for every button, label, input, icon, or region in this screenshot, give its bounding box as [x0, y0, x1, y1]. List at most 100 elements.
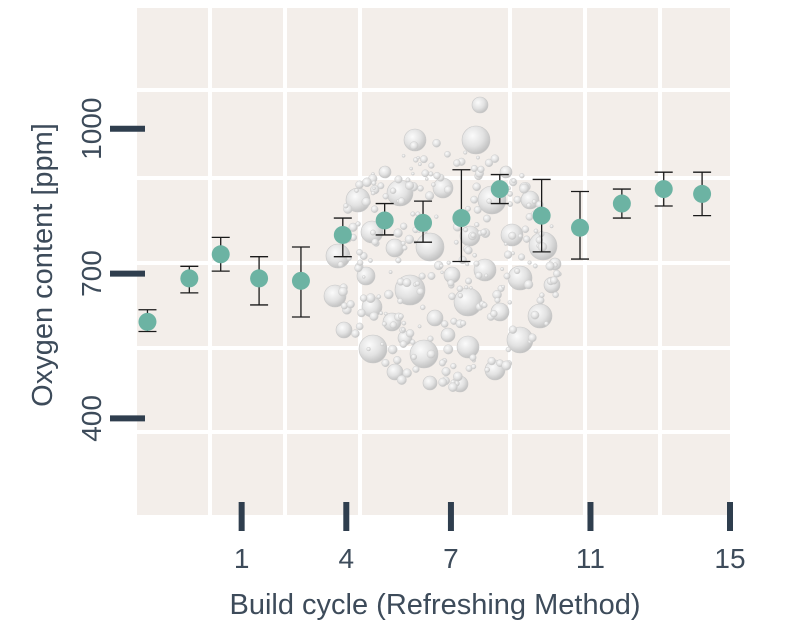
data-point	[375, 211, 394, 230]
data-point	[612, 194, 631, 213]
bubble	[382, 193, 389, 200]
bubble	[405, 329, 415, 338]
bubble	[484, 273, 489, 278]
data-point	[654, 180, 673, 199]
bubble	[425, 191, 435, 201]
x-tick-label: 15	[714, 543, 745, 574]
bubble	[410, 211, 416, 217]
bubble	[443, 185, 453, 194]
bubble	[441, 367, 451, 377]
bubble	[368, 258, 373, 263]
bubble	[346, 254, 352, 261]
bubble	[533, 228, 539, 234]
bubble	[393, 228, 403, 238]
bubble	[428, 162, 435, 169]
bubble	[405, 181, 415, 191]
bubble	[397, 298, 404, 305]
bubble	[487, 356, 496, 366]
bubble	[519, 183, 530, 194]
bubble	[380, 342, 385, 347]
bubble	[469, 286, 473, 290]
bubble	[471, 96, 489, 114]
bubble	[532, 263, 538, 269]
x-tick-label: 11	[576, 543, 605, 574]
bubble	[403, 128, 427, 152]
bubble	[463, 150, 468, 155]
bubble	[404, 234, 415, 245]
bubble	[465, 277, 473, 285]
bubble	[439, 263, 444, 269]
bubble	[440, 320, 449, 328]
bubble	[381, 321, 387, 327]
bubble	[372, 186, 376, 191]
bubble	[416, 155, 420, 160]
bubble	[477, 165, 485, 174]
bubble	[426, 309, 444, 327]
bubble	[521, 225, 530, 234]
bubble	[527, 260, 532, 265]
bubble	[427, 335, 434, 342]
bubble	[539, 292, 545, 298]
bubble	[400, 240, 406, 246]
bubble	[338, 286, 348, 297]
bubble	[366, 346, 371, 352]
data-point	[532, 206, 551, 225]
bubble	[378, 165, 392, 179]
y-tick-label: 400	[76, 395, 107, 442]
bubble	[395, 257, 402, 264]
bubble	[453, 159, 461, 167]
bubble	[438, 377, 448, 387]
data-point	[291, 271, 310, 290]
bubble	[410, 353, 418, 361]
bubble	[456, 335, 480, 359]
bubble	[348, 222, 358, 232]
bubble	[545, 261, 555, 271]
bubble	[440, 270, 444, 275]
bubble	[465, 205, 471, 212]
bubble	[494, 297, 501, 304]
bubble	[469, 354, 477, 362]
bubble	[523, 235, 531, 243]
bubble	[432, 138, 441, 148]
bubble	[384, 289, 394, 300]
bubble	[399, 340, 408, 348]
data-point	[571, 218, 590, 237]
bubble	[376, 294, 382, 300]
bubble	[438, 359, 446, 367]
bubble	[475, 271, 483, 280]
bubble	[414, 280, 421, 287]
bubble	[417, 162, 422, 167]
bubble	[444, 150, 451, 158]
bubble	[434, 214, 439, 219]
bubble	[499, 165, 513, 179]
bubble	[401, 320, 407, 326]
bubble	[412, 365, 420, 373]
bubble	[357, 259, 364, 266]
bubble	[417, 185, 424, 192]
bubble	[518, 253, 526, 261]
data-point	[452, 209, 471, 228]
bubble	[409, 339, 416, 345]
bubble	[513, 195, 522, 204]
bubble	[447, 279, 455, 287]
bubble	[448, 292, 456, 301]
bubble	[361, 197, 371, 207]
bubble	[393, 356, 402, 365]
bubble	[359, 294, 368, 302]
bubble	[370, 205, 379, 213]
bubble	[523, 279, 534, 290]
bubble	[409, 141, 419, 151]
bubble	[385, 238, 405, 258]
bubble	[389, 187, 397, 195]
bubble	[365, 293, 376, 303]
bubble	[401, 153, 406, 158]
bubble	[424, 177, 429, 181]
bubble	[387, 344, 398, 355]
bubble	[530, 310, 540, 320]
bubble	[472, 252, 478, 258]
x-tick-label: 1	[234, 543, 250, 574]
bubble	[461, 125, 491, 155]
bubble	[433, 171, 441, 180]
bubble	[417, 324, 422, 329]
